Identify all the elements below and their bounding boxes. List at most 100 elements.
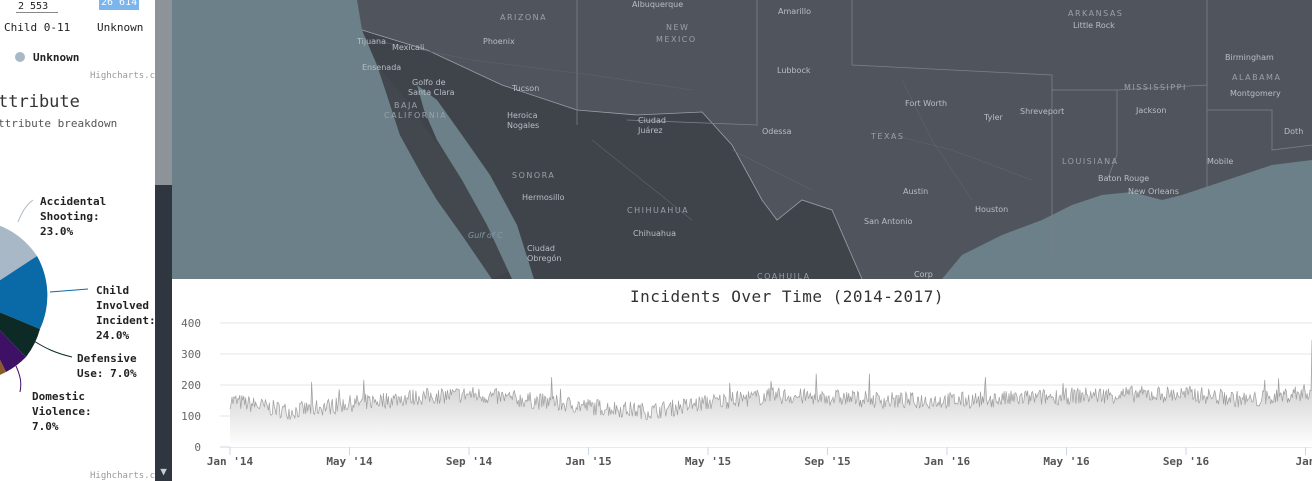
svg-text:Birmingham: Birmingham [1225, 53, 1274, 62]
scroll-down-icon[interactable]: ▼ [160, 465, 167, 478]
svg-text:Phoenix: Phoenix [483, 37, 515, 46]
left-panel: 2 553 26 614 Child 0-11 Unknown Unknown … [0, 0, 155, 481]
pie-slice-accidental [0, 225, 37, 281]
pie-slice-domestic [0, 330, 26, 372]
svg-text:Tucson: Tucson [511, 84, 539, 93]
x-tick-label: Jan [1296, 455, 1312, 468]
x-tick-label: Sep '16 [1163, 455, 1210, 468]
svg-text:San Antonio: San Antonio [864, 217, 912, 226]
x-tick-label: Sep '15 [804, 455, 850, 468]
pacific-ocean [172, 0, 492, 279]
svg-text:NEW: NEW [666, 23, 689, 32]
map-canvas[interactable]: Albuquerque Amarillo ARIZONA NEW MEXICO … [172, 0, 1312, 279]
table-value-child: 2 553 [18, 1, 49, 12]
svg-text:Albuquerque: Albuquerque [632, 0, 683, 9]
chart-title: Incidents Over Time (2014-2017) [629, 287, 945, 306]
pie-label-child-3: Incident: [96, 314, 155, 327]
svg-text:ARKANSAS: ARKANSAS [1068, 9, 1123, 18]
svg-text:Montgomery: Montgomery [1230, 89, 1281, 98]
svg-text:Tyler: Tyler [983, 113, 1004, 122]
x-tick-label: Sep '14 [446, 455, 493, 468]
svg-text:BAJA: BAJA [394, 101, 419, 110]
svg-text:SONORA: SONORA [512, 171, 555, 180]
svg-text:Shreveport: Shreveport [1020, 107, 1064, 116]
svg-text:Jackson: Jackson [1135, 106, 1166, 115]
y-tick-label: 300 [181, 348, 201, 361]
table-cell-child: 2 553 [16, 1, 58, 13]
pie-slice-child [0, 256, 48, 329]
svg-text:Obregón: Obregón [527, 253, 561, 263]
x-tick-label: Jan '15 [565, 455, 611, 468]
svg-text:TEXAS: TEXAS [870, 132, 904, 141]
svg-text:Houston: Houston [975, 205, 1008, 214]
svg-text:Mobile: Mobile [1207, 157, 1233, 166]
svg-text:Santa Clara: Santa Clara [408, 88, 455, 97]
table-cell-unknown: 26 614 [99, 0, 139, 10]
y-tick-label: 400 [181, 317, 201, 330]
svg-text:COAHUILA: COAHUILA [757, 272, 811, 279]
incidents-line[interactable] [229, 339, 1312, 421]
pie-label-domestic-1: Domestic [32, 390, 85, 403]
x-tick-label: May '14 [326, 455, 373, 468]
svg-text:Odessa: Odessa [762, 127, 792, 136]
section-subtitle: ttribute breakdown [0, 117, 118, 130]
gulf-of-mexico [942, 160, 1312, 279]
svg-text:Ciudad: Ciudad [527, 244, 555, 253]
legend-dot-icon [15, 52, 25, 62]
pie-chart [0, 199, 89, 393]
incidents-chart: Incidents Over Time (2014-2017) 400 300 20… [172, 279, 1312, 481]
svg-text:Ensenada: Ensenada [362, 63, 401, 72]
svg-text:ARIZONA: ARIZONA [500, 13, 547, 22]
svg-text:Little Rock: Little Rock [1073, 21, 1115, 30]
svg-text:Gulf of C: Gulf of C [468, 231, 503, 240]
svg-text:MEXICO: MEXICO [656, 35, 697, 44]
incidents-area[interactable] [230, 340, 1312, 447]
pie-label-defensive-1: Defensive [77, 352, 137, 365]
section-title: ttribute [0, 92, 80, 112]
svg-text:CHIHUAHUA: CHIHUAHUA [627, 206, 689, 215]
y-tick-label: 0 [194, 441, 201, 454]
x-tick-label: May '15 [685, 455, 731, 468]
svg-text:Lubbock: Lubbock [777, 66, 811, 75]
x-tick-label: May '16 [1043, 455, 1090, 468]
scrollbar-thumb[interactable] [155, 0, 172, 185]
svg-text:Ciudad: Ciudad [638, 116, 666, 125]
svg-text:Golfo de: Golfo de [412, 78, 446, 87]
highcharts-credit-bottom[interactable]: Highcharts.com [90, 471, 155, 481]
y-tick-label: 200 [181, 379, 201, 392]
svg-text:MISSISSIPPI: MISSISSIPPI [1124, 83, 1187, 92]
svg-text:Hermosillo: Hermosillo [522, 193, 565, 202]
table-header-child: Child 0-11 [4, 21, 71, 34]
pie-label-domestic-2: Violence: [32, 405, 92, 418]
pie-label-child-4: 24.0% [96, 329, 130, 342]
y-tick-label: 100 [181, 410, 201, 423]
svg-text:Doth: Doth [1284, 127, 1303, 136]
svg-text:New Orleans: New Orleans [1128, 187, 1179, 196]
svg-text:Baton Rouge: Baton Rouge [1098, 174, 1149, 183]
svg-text:CALIFORNIA: CALIFORNIA [384, 111, 447, 120]
svg-text:Juárez: Juárez [637, 126, 663, 135]
svg-text:Tijuana: Tijuana [356, 37, 386, 46]
svg-text:ALABAMA: ALABAMA [1232, 73, 1281, 82]
highcharts-credit[interactable]: Highcharts.com [90, 71, 155, 81]
legend-item-unknown[interactable]: Unknown [33, 51, 80, 64]
svg-text:Chihuahua: Chihuahua [633, 229, 676, 238]
svg-text:Fort Worth: Fort Worth [905, 99, 947, 108]
map[interactable]: Albuquerque Amarillo ARIZONA NEW MEXICO … [172, 0, 1312, 279]
table-header-unknown: Unknown [97, 21, 144, 34]
pie-label-accidental-2: Shooting: [40, 210, 100, 223]
pie-label-accidental-1: Accidental [40, 195, 107, 208]
table-value-unknown: 26 614 [101, 0, 138, 8]
svg-text:Mexicali: Mexicali [392, 43, 424, 52]
pie-slice-other [0, 360, 6, 375]
pie-label-child-1: Child [96, 284, 130, 297]
pie-label-child-2: Involved [96, 299, 149, 312]
svg-text:Heroica: Heroica [507, 111, 538, 120]
svg-text:LOUISIANA: LOUISIANA [1062, 157, 1119, 166]
pie-label-domestic-3: 7.0% [32, 420, 59, 433]
chart-svg: 400 300 200 100 0 Jan '14 May '14 Sep '14 Jan '… [181, 317, 1312, 468]
svg-text:Corp: Corp [914, 270, 933, 279]
pie-slice-defensive [0, 312, 40, 357]
pie-label-accidental-3: 23.0% [40, 225, 74, 238]
svg-text:Amarillo: Amarillo [778, 7, 811, 16]
